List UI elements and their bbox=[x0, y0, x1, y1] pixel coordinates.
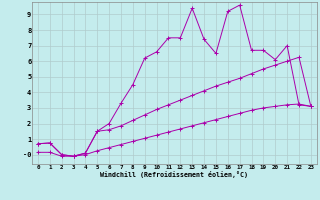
X-axis label: Windchill (Refroidissement éolien,°C): Windchill (Refroidissement éolien,°C) bbox=[100, 171, 248, 178]
